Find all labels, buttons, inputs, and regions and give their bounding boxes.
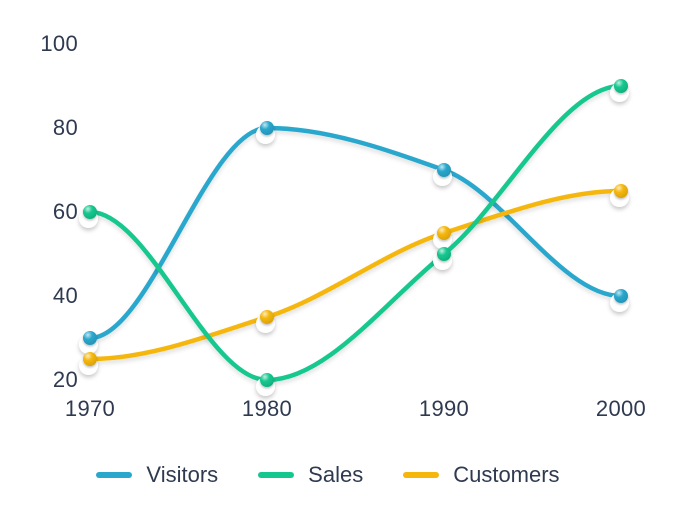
series-line-customers: [87, 188, 624, 362]
visitors-series-swatch: [96, 472, 133, 478]
legend-item-customers[interactable]: Customers: [403, 461, 560, 489]
data-point-marker[interactable]: [256, 373, 275, 396]
series-line-visitors: [87, 125, 624, 341]
sales-series-swatch: [258, 472, 295, 478]
legend-label: Customers: [453, 462, 560, 487]
data-point-marker[interactable]: [610, 79, 629, 102]
data-point-marker[interactable]: [610, 184, 629, 207]
legend-item-visitors[interactable]: Visitors: [96, 461, 218, 489]
data-point-marker[interactable]: [79, 205, 98, 228]
data-point-marker[interactable]: [79, 352, 98, 375]
y-axis-tick-label: 20: [52, 367, 78, 392]
x-axis-tick-label: 1980: [241, 396, 293, 421]
y-axis-tick-label: 80: [52, 115, 78, 140]
y-axis-tick-label: 60: [52, 199, 78, 224]
x-axis-tick-label: 2000: [595, 396, 647, 421]
series-line-sales: [87, 83, 624, 383]
legend-label: Visitors: [146, 462, 219, 487]
data-point-marker[interactable]: [256, 121, 275, 144]
legend: Visitors Sales Customers: [0, 461, 678, 489]
x-axis-tick-label: 1990: [418, 396, 470, 421]
data-point-marker[interactable]: [256, 310, 275, 333]
legend-item-sales[interactable]: Sales: [258, 461, 363, 489]
customers-series-swatch: [403, 472, 440, 478]
x-axis-tick-label: 1970: [64, 396, 116, 421]
data-point-marker[interactable]: [433, 163, 452, 186]
data-point-marker[interactable]: [433, 226, 452, 249]
legend-label: Sales: [308, 462, 364, 487]
y-axis-tick-label: 40: [52, 283, 78, 308]
data-point-marker[interactable]: [433, 247, 452, 270]
data-point-marker[interactable]: [79, 331, 98, 354]
y-axis-tick-label: 100: [40, 31, 78, 56]
data-point-marker[interactable]: [610, 289, 629, 312]
